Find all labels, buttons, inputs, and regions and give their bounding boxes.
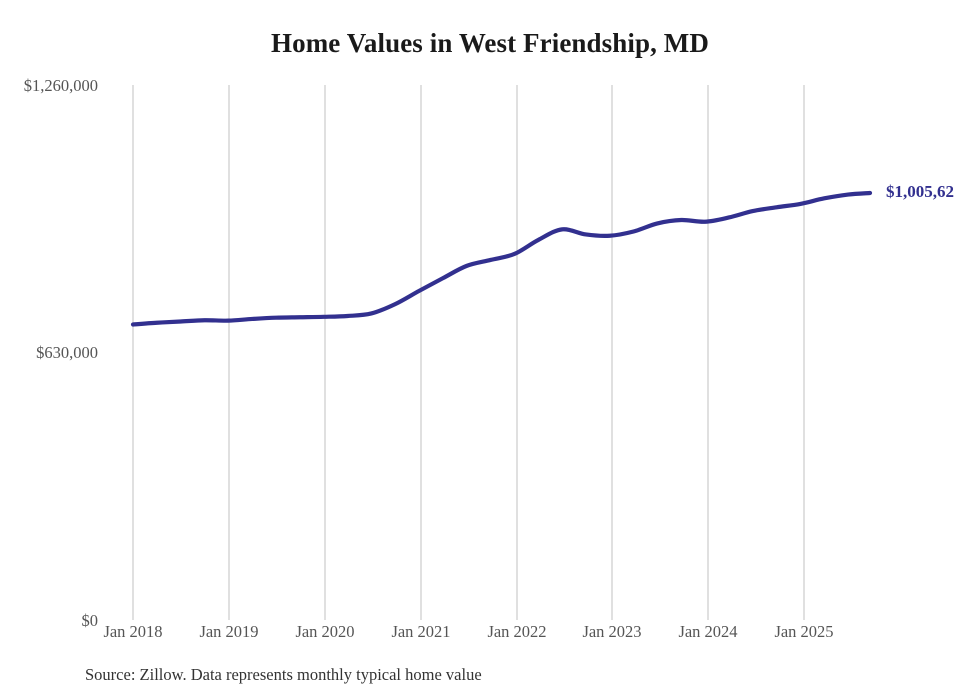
x-tick-label-jan-2021: Jan 2021 [391,622,451,641]
y-tick-label-mid: $630,000 [36,343,98,362]
gridlines-vertical [132,85,805,620]
x-tick-label-jan-2020: Jan 2020 [295,622,355,641]
x-tick-label-jan-2019: Jan 2019 [199,622,259,641]
x-tick-label-jan-2022: Jan 2022 [487,622,547,641]
home-value-line-series [130,190,873,327]
x-tick-label-jan-2025: Jan 2025 [774,622,834,641]
chart-title: Home Values in West Friendship, MD [271,28,709,58]
end-value-label: $1,005,62 [886,182,954,201]
source-note: Source: Zillow. Data represents monthly … [85,665,482,684]
y-tick-label-max: $1,260,000 [23,76,98,95]
x-tick-label-jan-2018: Jan 2018 [103,622,163,641]
x-tick-label-jan-2023: Jan 2023 [582,622,642,641]
y-tick-label-zero: $0 [81,611,99,630]
x-tick-label-jan-2024: Jan 2024 [678,622,738,641]
